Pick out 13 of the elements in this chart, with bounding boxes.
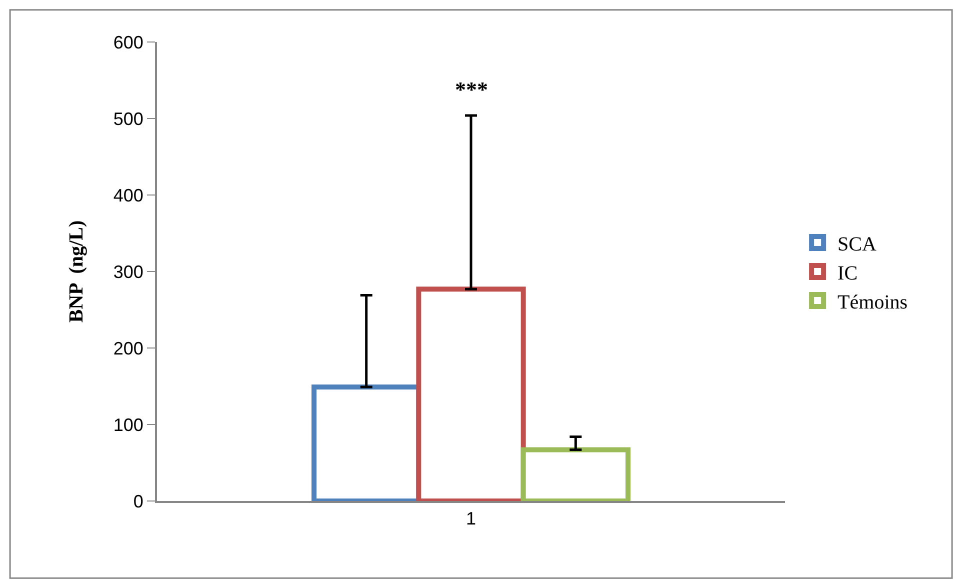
x-tick-label: 1 <box>466 508 476 529</box>
y-tick-label: 600 <box>113 32 144 52</box>
y-tick-label: 300 <box>113 262 144 282</box>
y-tick-label: 200 <box>113 338 144 358</box>
y-tick-label: 0 <box>133 491 144 512</box>
legend-label: Témoins <box>838 291 908 314</box>
y-tick-label: 400 <box>113 185 144 206</box>
legend-label: IC <box>838 262 858 284</box>
y-tick-label: 100 <box>113 414 144 435</box>
annotation: *** <box>455 77 488 102</box>
legend-label: SCA <box>838 233 878 256</box>
y-axis-title: BNP (ng/L) <box>65 220 88 323</box>
y-tick-label: 500 <box>113 108 144 129</box>
